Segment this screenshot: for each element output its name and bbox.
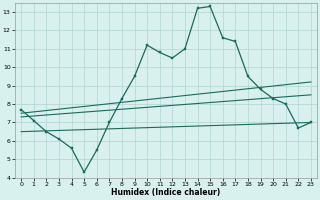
X-axis label: Humidex (Indice chaleur): Humidex (Indice chaleur) (111, 188, 221, 197)
